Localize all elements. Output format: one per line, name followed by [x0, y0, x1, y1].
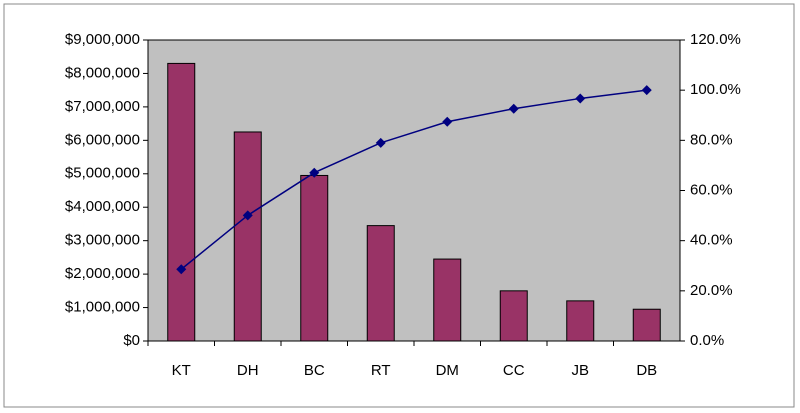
y-tick-label: $1,000,000 [65, 299, 140, 316]
y-tick-label: $7,000,000 [65, 98, 140, 115]
line-marker [375, 137, 386, 148]
plot-area [147, 39, 681, 342]
line-marker [176, 264, 187, 275]
x-tick-label: JB [571, 362, 589, 379]
y2-tick-label: 0.0% [690, 332, 724, 349]
x-tick-label: DM [436, 362, 459, 379]
y2-tick-label: 120.0% [690, 31, 741, 48]
bar [632, 308, 661, 342]
line-marker [641, 85, 652, 96]
bar [499, 290, 528, 342]
y-tick-label: $2,000,000 [65, 265, 140, 282]
y-tick-label: $9,000,000 [65, 31, 140, 48]
y-tick-label: $4,000,000 [65, 198, 140, 215]
y2-tick-label: 80.0% [690, 131, 733, 148]
bar [300, 174, 329, 342]
y2-tick-label: 20.0% [690, 282, 733, 299]
bar [167, 62, 196, 342]
y2-tick-label: 100.0% [690, 81, 741, 98]
y-tick-label: $5,000,000 [65, 165, 140, 182]
bar [233, 131, 262, 342]
y2-tick-label: 60.0% [690, 181, 733, 198]
line-marker [309, 167, 320, 178]
x-tick-label: CC [503, 362, 525, 379]
y-tick-label: $8,000,000 [65, 64, 140, 81]
cumulative-line [180, 89, 647, 270]
line-marker [242, 210, 253, 221]
y2-tick-label: 40.0% [690, 232, 733, 249]
y-tick-label: $0 [123, 332, 140, 349]
bar [366, 225, 395, 342]
x-tick-label: RT [371, 362, 391, 379]
x-tick-label: DH [237, 362, 259, 379]
x-tick-label: KT [172, 362, 191, 379]
line-marker [575, 93, 586, 104]
x-tick-label: BC [304, 362, 325, 379]
y-tick-label: $6,000,000 [65, 131, 140, 148]
line-marker [508, 103, 519, 114]
bar [433, 258, 462, 342]
bar [566, 300, 595, 342]
x-tick-label: DB [636, 362, 657, 379]
line-marker [442, 116, 453, 127]
y-tick-label: $3,000,000 [65, 232, 140, 249]
